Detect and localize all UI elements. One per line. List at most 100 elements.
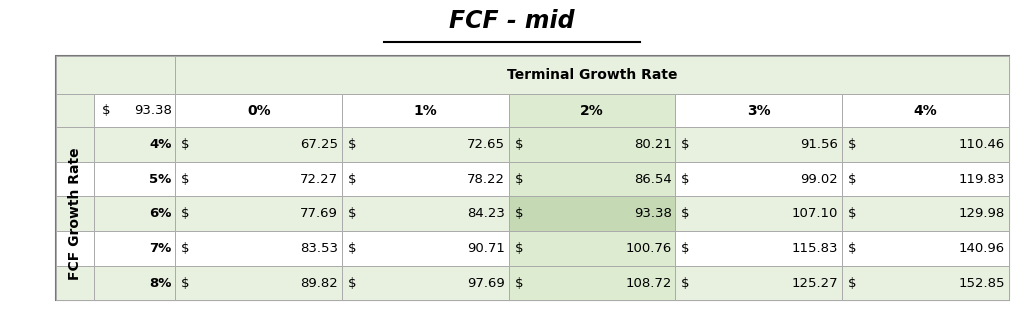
Bar — [175, 56, 1009, 94]
Text: 7%: 7% — [150, 242, 172, 255]
Text: 67.25: 67.25 — [300, 138, 338, 151]
Bar — [676, 162, 842, 197]
Bar — [94, 94, 175, 127]
Text: 93.38: 93.38 — [134, 104, 172, 117]
Bar — [509, 231, 675, 266]
Bar — [842, 127, 1009, 162]
Text: 83.53: 83.53 — [300, 242, 338, 255]
Text: 78.22: 78.22 — [467, 173, 505, 186]
Text: $: $ — [848, 138, 856, 151]
Bar — [56, 127, 94, 162]
Bar — [342, 266, 509, 300]
Bar — [676, 266, 842, 300]
Text: FCF - mid: FCF - mid — [450, 9, 574, 33]
Text: $: $ — [348, 207, 356, 220]
Text: $: $ — [102, 104, 111, 117]
Text: $: $ — [514, 242, 523, 255]
Text: 97.69: 97.69 — [467, 277, 505, 290]
Bar — [56, 266, 94, 300]
Bar — [842, 197, 1009, 231]
Bar — [842, 94, 1009, 127]
Text: $: $ — [181, 173, 189, 186]
Text: $: $ — [848, 242, 856, 255]
Text: 4%: 4% — [150, 138, 172, 151]
Text: $: $ — [348, 277, 356, 290]
Text: 5%: 5% — [150, 173, 172, 186]
Text: $: $ — [681, 277, 689, 290]
Text: 119.83: 119.83 — [958, 173, 1005, 186]
Text: $: $ — [181, 138, 189, 151]
Text: $: $ — [348, 138, 356, 151]
Bar — [94, 266, 175, 300]
Text: 2%: 2% — [581, 104, 604, 118]
Bar — [342, 231, 509, 266]
Bar — [676, 197, 842, 231]
Text: $: $ — [181, 242, 189, 255]
Bar — [342, 162, 509, 197]
Text: 89.82: 89.82 — [300, 277, 338, 290]
Bar — [509, 266, 675, 300]
Text: $: $ — [514, 277, 523, 290]
Text: $: $ — [681, 207, 689, 220]
Text: $: $ — [514, 173, 523, 186]
Text: 80.21: 80.21 — [634, 138, 672, 151]
Text: $: $ — [348, 173, 356, 186]
Text: $: $ — [181, 277, 189, 290]
Text: 6%: 6% — [150, 207, 172, 220]
Bar — [342, 127, 509, 162]
Bar — [842, 266, 1009, 300]
Bar — [94, 162, 175, 197]
Bar — [509, 197, 675, 231]
Bar — [56, 162, 94, 197]
Text: $: $ — [848, 277, 856, 290]
Bar — [94, 197, 175, 231]
Text: 72.65: 72.65 — [467, 138, 505, 151]
Bar — [509, 162, 675, 197]
Text: 152.85: 152.85 — [958, 277, 1005, 290]
Text: $: $ — [848, 207, 856, 220]
Bar — [175, 162, 342, 197]
Text: $: $ — [514, 207, 523, 220]
Text: 8%: 8% — [150, 277, 172, 290]
Text: 3%: 3% — [746, 104, 770, 118]
Text: 4%: 4% — [913, 104, 937, 118]
Text: 90.71: 90.71 — [467, 242, 505, 255]
Bar — [509, 94, 675, 127]
Text: 115.83: 115.83 — [792, 242, 839, 255]
Bar — [342, 94, 509, 127]
Bar — [94, 231, 175, 266]
Bar — [175, 94, 342, 127]
Text: Terminal Growth Rate: Terminal Growth Rate — [507, 68, 677, 82]
Text: 129.98: 129.98 — [958, 207, 1005, 220]
Text: $: $ — [681, 138, 689, 151]
Bar — [175, 127, 342, 162]
Bar — [509, 127, 675, 162]
Text: 0%: 0% — [247, 104, 270, 118]
Text: 108.72: 108.72 — [625, 277, 672, 290]
Text: 140.96: 140.96 — [958, 242, 1005, 255]
Text: 99.02: 99.02 — [801, 173, 839, 186]
Bar — [842, 162, 1009, 197]
Text: 1%: 1% — [414, 104, 437, 118]
Text: 84.23: 84.23 — [467, 207, 505, 220]
Text: $: $ — [848, 173, 856, 186]
Bar — [175, 197, 342, 231]
Text: $: $ — [681, 173, 689, 186]
Text: 100.76: 100.76 — [626, 242, 672, 255]
Bar — [676, 231, 842, 266]
Bar — [342, 197, 509, 231]
Text: $: $ — [181, 207, 189, 220]
Bar — [842, 231, 1009, 266]
Text: 107.10: 107.10 — [792, 207, 839, 220]
Bar — [56, 231, 94, 266]
Text: 86.54: 86.54 — [634, 173, 672, 186]
Bar — [56, 197, 94, 231]
Text: 110.46: 110.46 — [958, 138, 1005, 151]
Text: 72.27: 72.27 — [300, 173, 338, 186]
Text: 93.38: 93.38 — [634, 207, 672, 220]
Text: $: $ — [348, 242, 356, 255]
Text: $: $ — [681, 242, 689, 255]
Bar — [175, 231, 342, 266]
Bar — [175, 266, 342, 300]
Bar — [56, 56, 175, 94]
